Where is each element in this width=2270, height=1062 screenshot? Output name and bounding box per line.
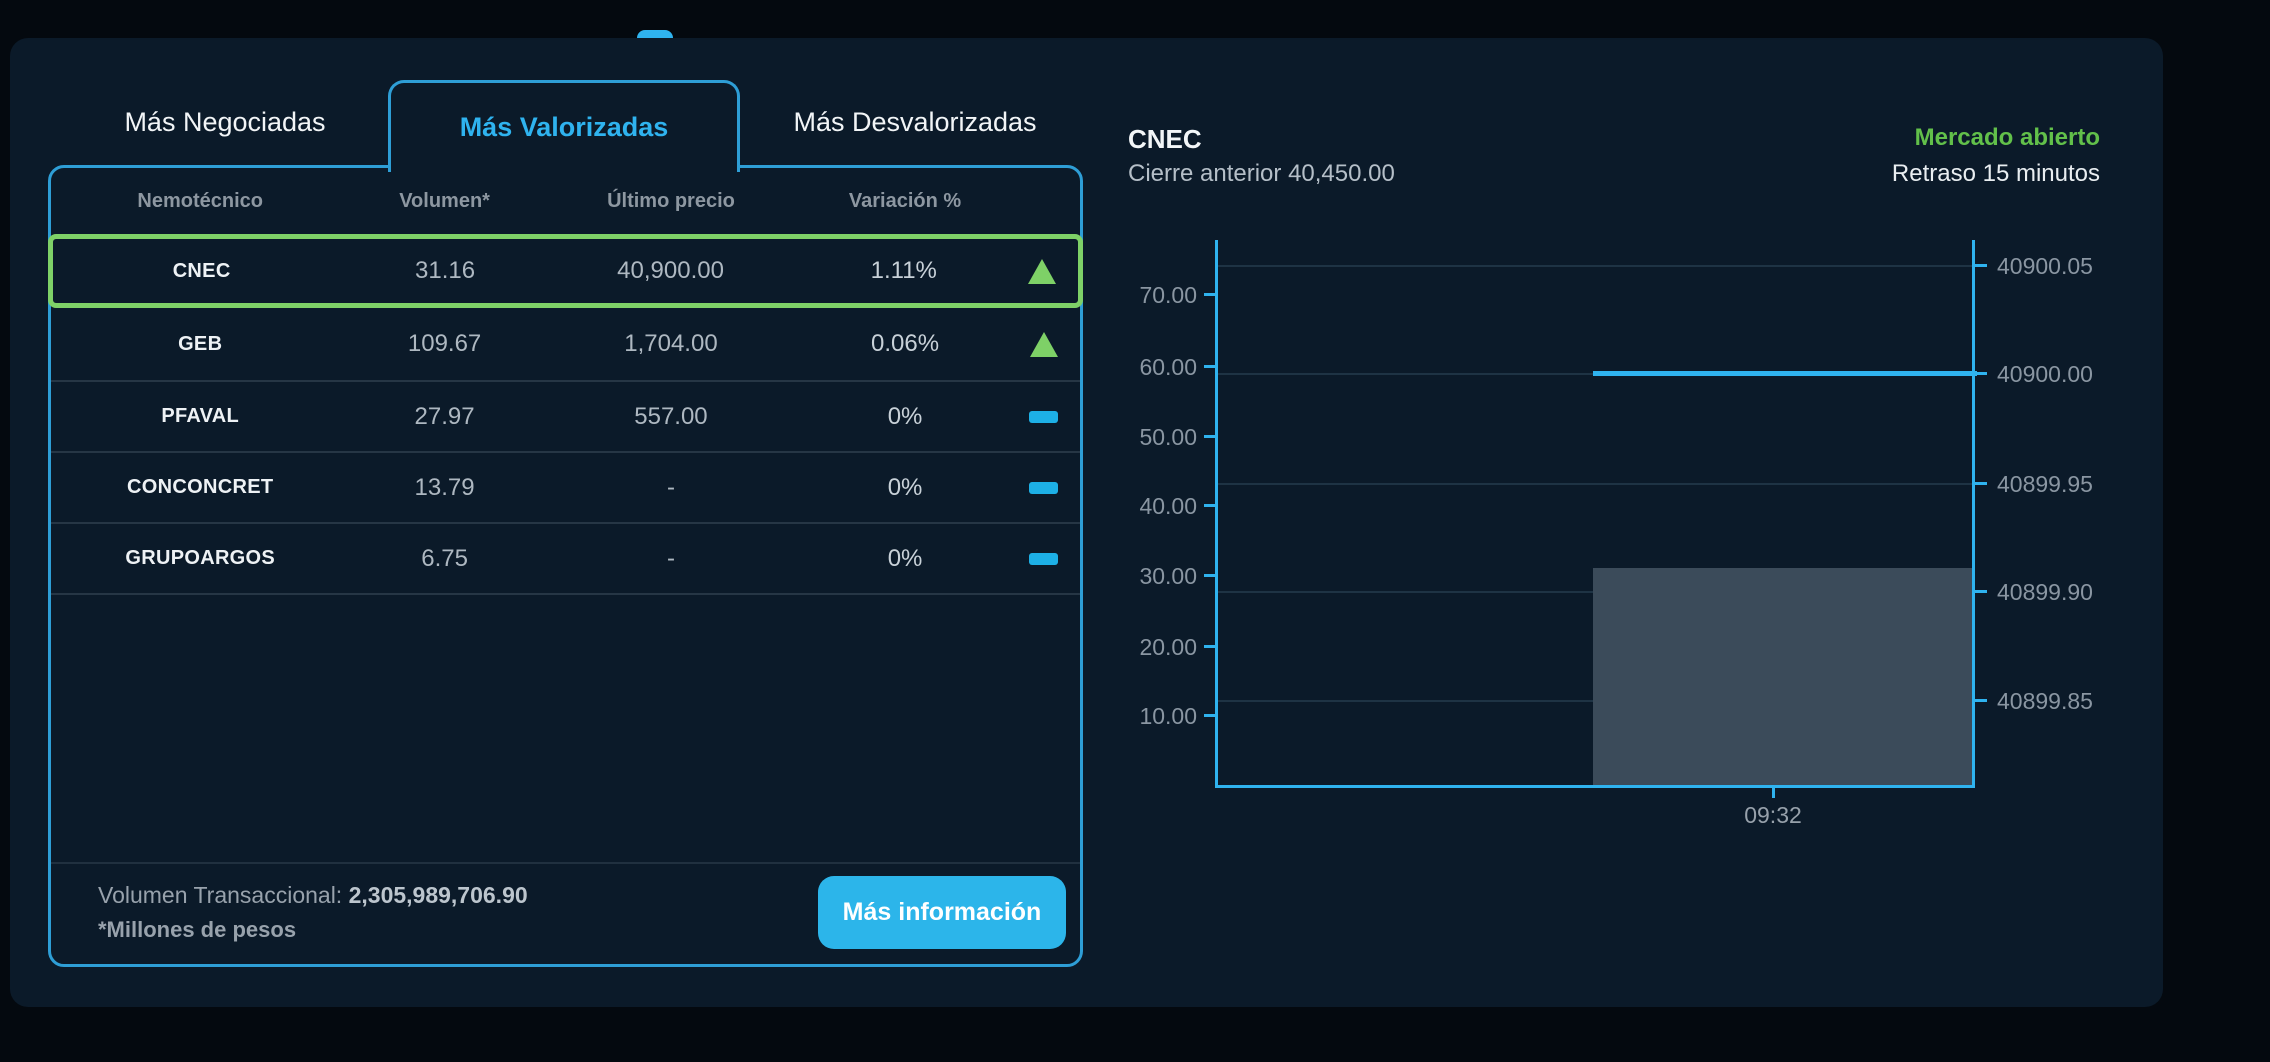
millions-note: *Millones de pesos	[98, 917, 297, 942]
col-header-ultimo-precio: Último precio	[607, 189, 735, 212]
x-axis-tick	[1772, 788, 1775, 798]
variation-cell: 0.06%	[871, 330, 940, 357]
transactional-volume-value: 2,305,989,706.90	[348, 882, 528, 908]
left-axis-tick	[1204, 293, 1215, 296]
right-axis-tick	[1975, 590, 1987, 593]
panel-footer: Volumen Transaccional: 2,305,989,706.90 …	[51, 862, 1080, 964]
volume-bar	[1593, 568, 1972, 785]
flat-dash-icon	[1029, 481, 1059, 494]
left-axis-label: 60.00	[1139, 354, 1197, 380]
up-triangle-icon	[1028, 258, 1057, 284]
left-axis-label: 50.00	[1139, 424, 1197, 450]
right-axis-label: 40900.00	[1997, 361, 2093, 387]
variation-cell: 1.11%	[870, 257, 937, 284]
left-axis-label: 10.00	[1139, 703, 1197, 729]
table-row-geb[interactable]: GEB 109.67 1,704.00 0.06%	[51, 308, 1080, 382]
left-axis-tick	[1204, 504, 1215, 507]
previous-close-label: Cierre anterior	[1128, 160, 1282, 187]
ticker-cell: GRUPOARGOS	[125, 547, 276, 569]
right-axis-tick	[1975, 264, 1987, 267]
transactional-volume: Volumen Transaccional: 2,305,989,706.90	[98, 882, 528, 909]
left-axis-tick	[1204, 714, 1215, 717]
previous-close-value: 40,450.00	[1288, 160, 1395, 187]
left-axis-label: 70.00	[1139, 282, 1197, 308]
flat-dash-icon	[1029, 552, 1059, 565]
variation-cell: 0%	[887, 402, 923, 430]
more-info-button-label: Más información	[842, 898, 1042, 926]
left-axis-line	[1215, 240, 1218, 788]
right-axis-tick	[1975, 699, 1987, 702]
table-row-cnec[interactable]: CNEC 31.16 40,900.00 1.11%	[48, 234, 1083, 308]
intraday-chart: 70.00 60.00 50.00 40.00 30.00 20.00 10.0…	[1139, 240, 2093, 828]
right-axis-tick	[1975, 372, 1987, 375]
right-axis-label: 40900.05	[1997, 253, 2093, 279]
left-axis-tick	[1204, 645, 1215, 648]
more-info-button[interactable]: Más información	[818, 876, 1066, 949]
ticker-cell: GEB	[178, 332, 223, 355]
volume-cell: 13.79	[414, 473, 475, 501]
gridline	[1218, 265, 1972, 267]
tab-mas-negociadas[interactable]: Más Negociadas	[124, 107, 326, 137]
volume-cell: 109.67	[407, 330, 482, 357]
left-axis-tick	[1204, 435, 1215, 438]
delay-note: Retraso 15 minutos	[1891, 160, 2100, 187]
right-axis-label: 40899.85	[1997, 688, 2093, 714]
variation-cell: 0%	[887, 473, 923, 501]
left-axis-label: 20.00	[1139, 634, 1197, 660]
price-cell: 1,704.00	[624, 330, 718, 357]
right-axis-line	[1972, 240, 1975, 788]
flat-dash-icon	[1029, 410, 1059, 423]
right-axis-label: 40899.95	[1997, 471, 2093, 497]
gridline	[1218, 483, 1972, 485]
ticker-cell: CONCONCRET	[127, 476, 274, 498]
ticker-cell: CNEC	[172, 259, 231, 282]
previous-close: Cierre anterior 40,450.00	[1128, 160, 1395, 188]
transactional-volume-label: Volumen Transaccional:	[98, 882, 343, 908]
price-cell: 40,900.00	[617, 257, 724, 284]
market-status-badge: Mercado abierto	[1914, 124, 2100, 151]
price-cell: 557.00	[634, 402, 708, 430]
right-axis-tick	[1975, 482, 1987, 485]
ticker-cell: PFAVAL	[161, 405, 240, 427]
right-axis-label: 40899.90	[1997, 579, 2093, 605]
volume-cell: 6.75	[421, 544, 468, 572]
quote-symbol: CNEC	[1128, 124, 1202, 154]
up-triangle-icon	[1029, 331, 1058, 357]
left-axis-tick	[1204, 365, 1215, 368]
left-axis-label: 40.00	[1139, 493, 1197, 519]
market-card: Más Negociadas Más Valorizadas Más Desva…	[10, 38, 2163, 1007]
quotes-panel: Nemotécnico Volumen* Último precio Varia…	[48, 165, 1083, 967]
price-cell: -	[666, 544, 675, 572]
tab-mas-desvalorizadas[interactable]: Más Desvalorizadas	[793, 107, 1037, 137]
table-header-row: Nemotécnico Volumen* Último precio Varia…	[51, 168, 1080, 234]
col-header-variacion: Variación %	[848, 189, 962, 212]
variation-cell: 0%	[887, 544, 923, 572]
table-row-grupoargos[interactable]: GRUPOARGOS 6.75 - 0%	[51, 524, 1080, 595]
tab-mas-valorizadas[interactable]: Más Valorizadas	[388, 80, 740, 172]
col-header-volumen: Volumen*	[399, 189, 490, 212]
price-cell: -	[666, 473, 675, 501]
col-header-nemotecnico: Nemotécnico	[137, 189, 263, 212]
x-axis-line	[1215, 785, 1975, 788]
volume-cell: 31.16	[415, 257, 476, 284]
table-row-pfaval[interactable]: PFAVAL 27.97 557.00 0%	[51, 382, 1080, 453]
table-row-conconcret[interactable]: CONCONCRET 13.79 - 0%	[51, 453, 1080, 524]
price-line	[1593, 371, 1977, 376]
left-axis-label: 30.00	[1139, 563, 1197, 589]
volume-cell: 27.97	[414, 402, 475, 430]
x-axis-label: 09:32	[1744, 802, 1802, 828]
left-axis-tick	[1204, 574, 1215, 577]
tab-mas-valorizadas-label: Más Valorizadas	[459, 112, 669, 142]
